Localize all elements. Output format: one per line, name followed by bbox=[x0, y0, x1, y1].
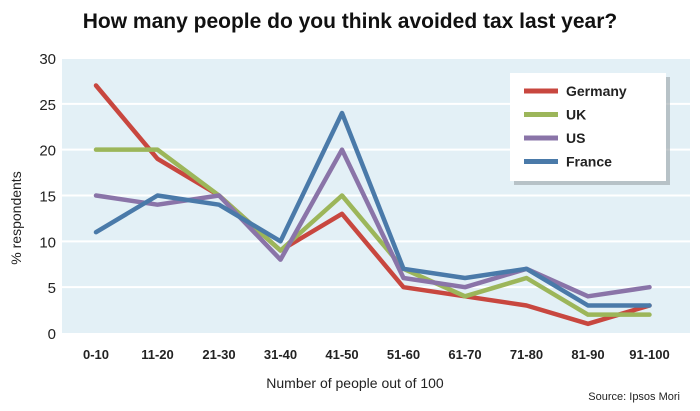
y-tick-label: 20 bbox=[39, 143, 56, 160]
x-tick-label: 91-100 bbox=[629, 347, 669, 362]
series-line-germany bbox=[93, 83, 652, 327]
y-tick-label: 25 bbox=[39, 97, 56, 114]
y-axis-label: % respondents bbox=[8, 171, 24, 264]
legend-label-us: US bbox=[566, 130, 585, 146]
legend: Germany UK US France bbox=[510, 73, 670, 185]
chart-title: How many people do you think avoided tax… bbox=[82, 10, 618, 33]
x-tick-label: 21-30 bbox=[202, 347, 235, 362]
x-tick-label: 11-20 bbox=[141, 347, 174, 362]
x-tick-label: 51-60 bbox=[387, 347, 420, 362]
x-tick-label: 31-40 bbox=[264, 347, 297, 362]
series-line-uk bbox=[93, 147, 652, 317]
source-note: Source: Ipsos Mori bbox=[588, 391, 680, 403]
y-tick-label: 10 bbox=[39, 234, 56, 251]
x-tick-label: 0-10 bbox=[83, 347, 109, 362]
x-tick-label: 41-50 bbox=[325, 347, 358, 362]
x-tick-label: 81-90 bbox=[571, 347, 604, 362]
legend-label-france: France bbox=[566, 154, 612, 170]
legend-label-uk: UK bbox=[566, 107, 586, 123]
y-tick-label: 15 bbox=[39, 189, 56, 206]
legend-label-germany: Germany bbox=[566, 83, 627, 99]
series-lines bbox=[93, 83, 652, 327]
x-axis-label: Number of people out of 100 bbox=[266, 375, 444, 391]
y-tick-label: 0 bbox=[48, 326, 56, 343]
y-tick-label: 5 bbox=[48, 280, 56, 297]
x-tick-label: 71-80 bbox=[510, 347, 543, 362]
y-tick-label: 30 bbox=[39, 51, 56, 68]
series-line-france bbox=[93, 110, 652, 308]
x-tick-label: 61-70 bbox=[448, 347, 481, 362]
y-axis: 0 5 10 15 20 25 30 bbox=[39, 51, 56, 343]
x-axis: 0-10 11-20 21-30 31-40 41-50 51-60 61-70 71-80 8… bbox=[83, 347, 670, 362]
